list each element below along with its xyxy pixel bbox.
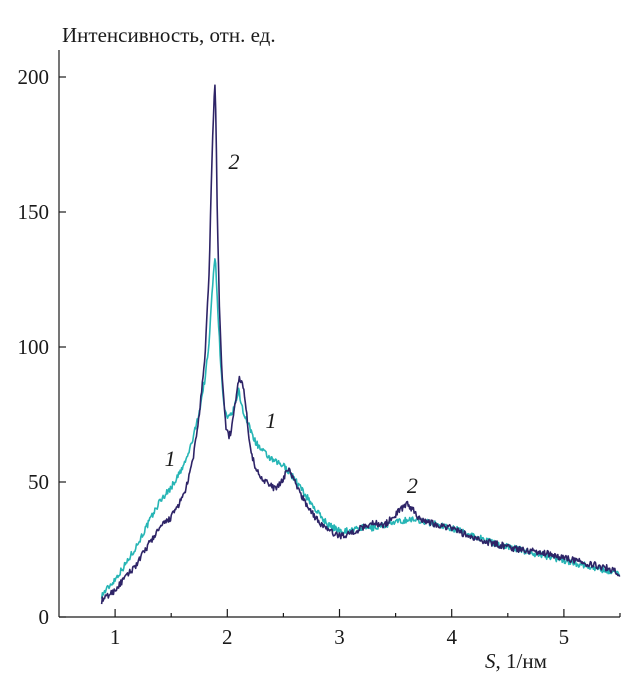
- x-tick-label: 2: [222, 625, 233, 649]
- x-axis-title: S, 1/нм: [485, 649, 547, 673]
- y-tick-label: 100: [18, 335, 50, 359]
- series-1-line: [100, 258, 621, 599]
- x-tick-label: 3: [334, 625, 345, 649]
- curve-label-1: 1: [266, 408, 277, 433]
- curve-label-2: 2: [229, 149, 240, 174]
- curve-label-2: 2: [407, 473, 418, 498]
- y-tick-label: 50: [28, 470, 49, 494]
- data-series: [100, 84, 621, 605]
- curve-labels: 1 1 2 2: [165, 149, 418, 498]
- axes: 0 50 100 150 200 1 2 3 4 5: [18, 50, 621, 649]
- x-tick-label: 5: [559, 625, 570, 649]
- y-axis-title: Интенсивность, отн. ед.: [62, 23, 276, 47]
- x-tick-label: 1: [110, 625, 121, 649]
- y-tick-label: 200: [18, 65, 50, 89]
- y-tick-label: 150: [18, 200, 50, 224]
- series-2-line: [100, 84, 621, 605]
- curve-label-1: 1: [165, 446, 176, 471]
- x-axis-unit: , 1/нм: [496, 649, 547, 673]
- x-axis-variable: S: [485, 649, 496, 673]
- y-tick-label: 0: [39, 605, 50, 629]
- x-tick-label: 4: [446, 625, 457, 649]
